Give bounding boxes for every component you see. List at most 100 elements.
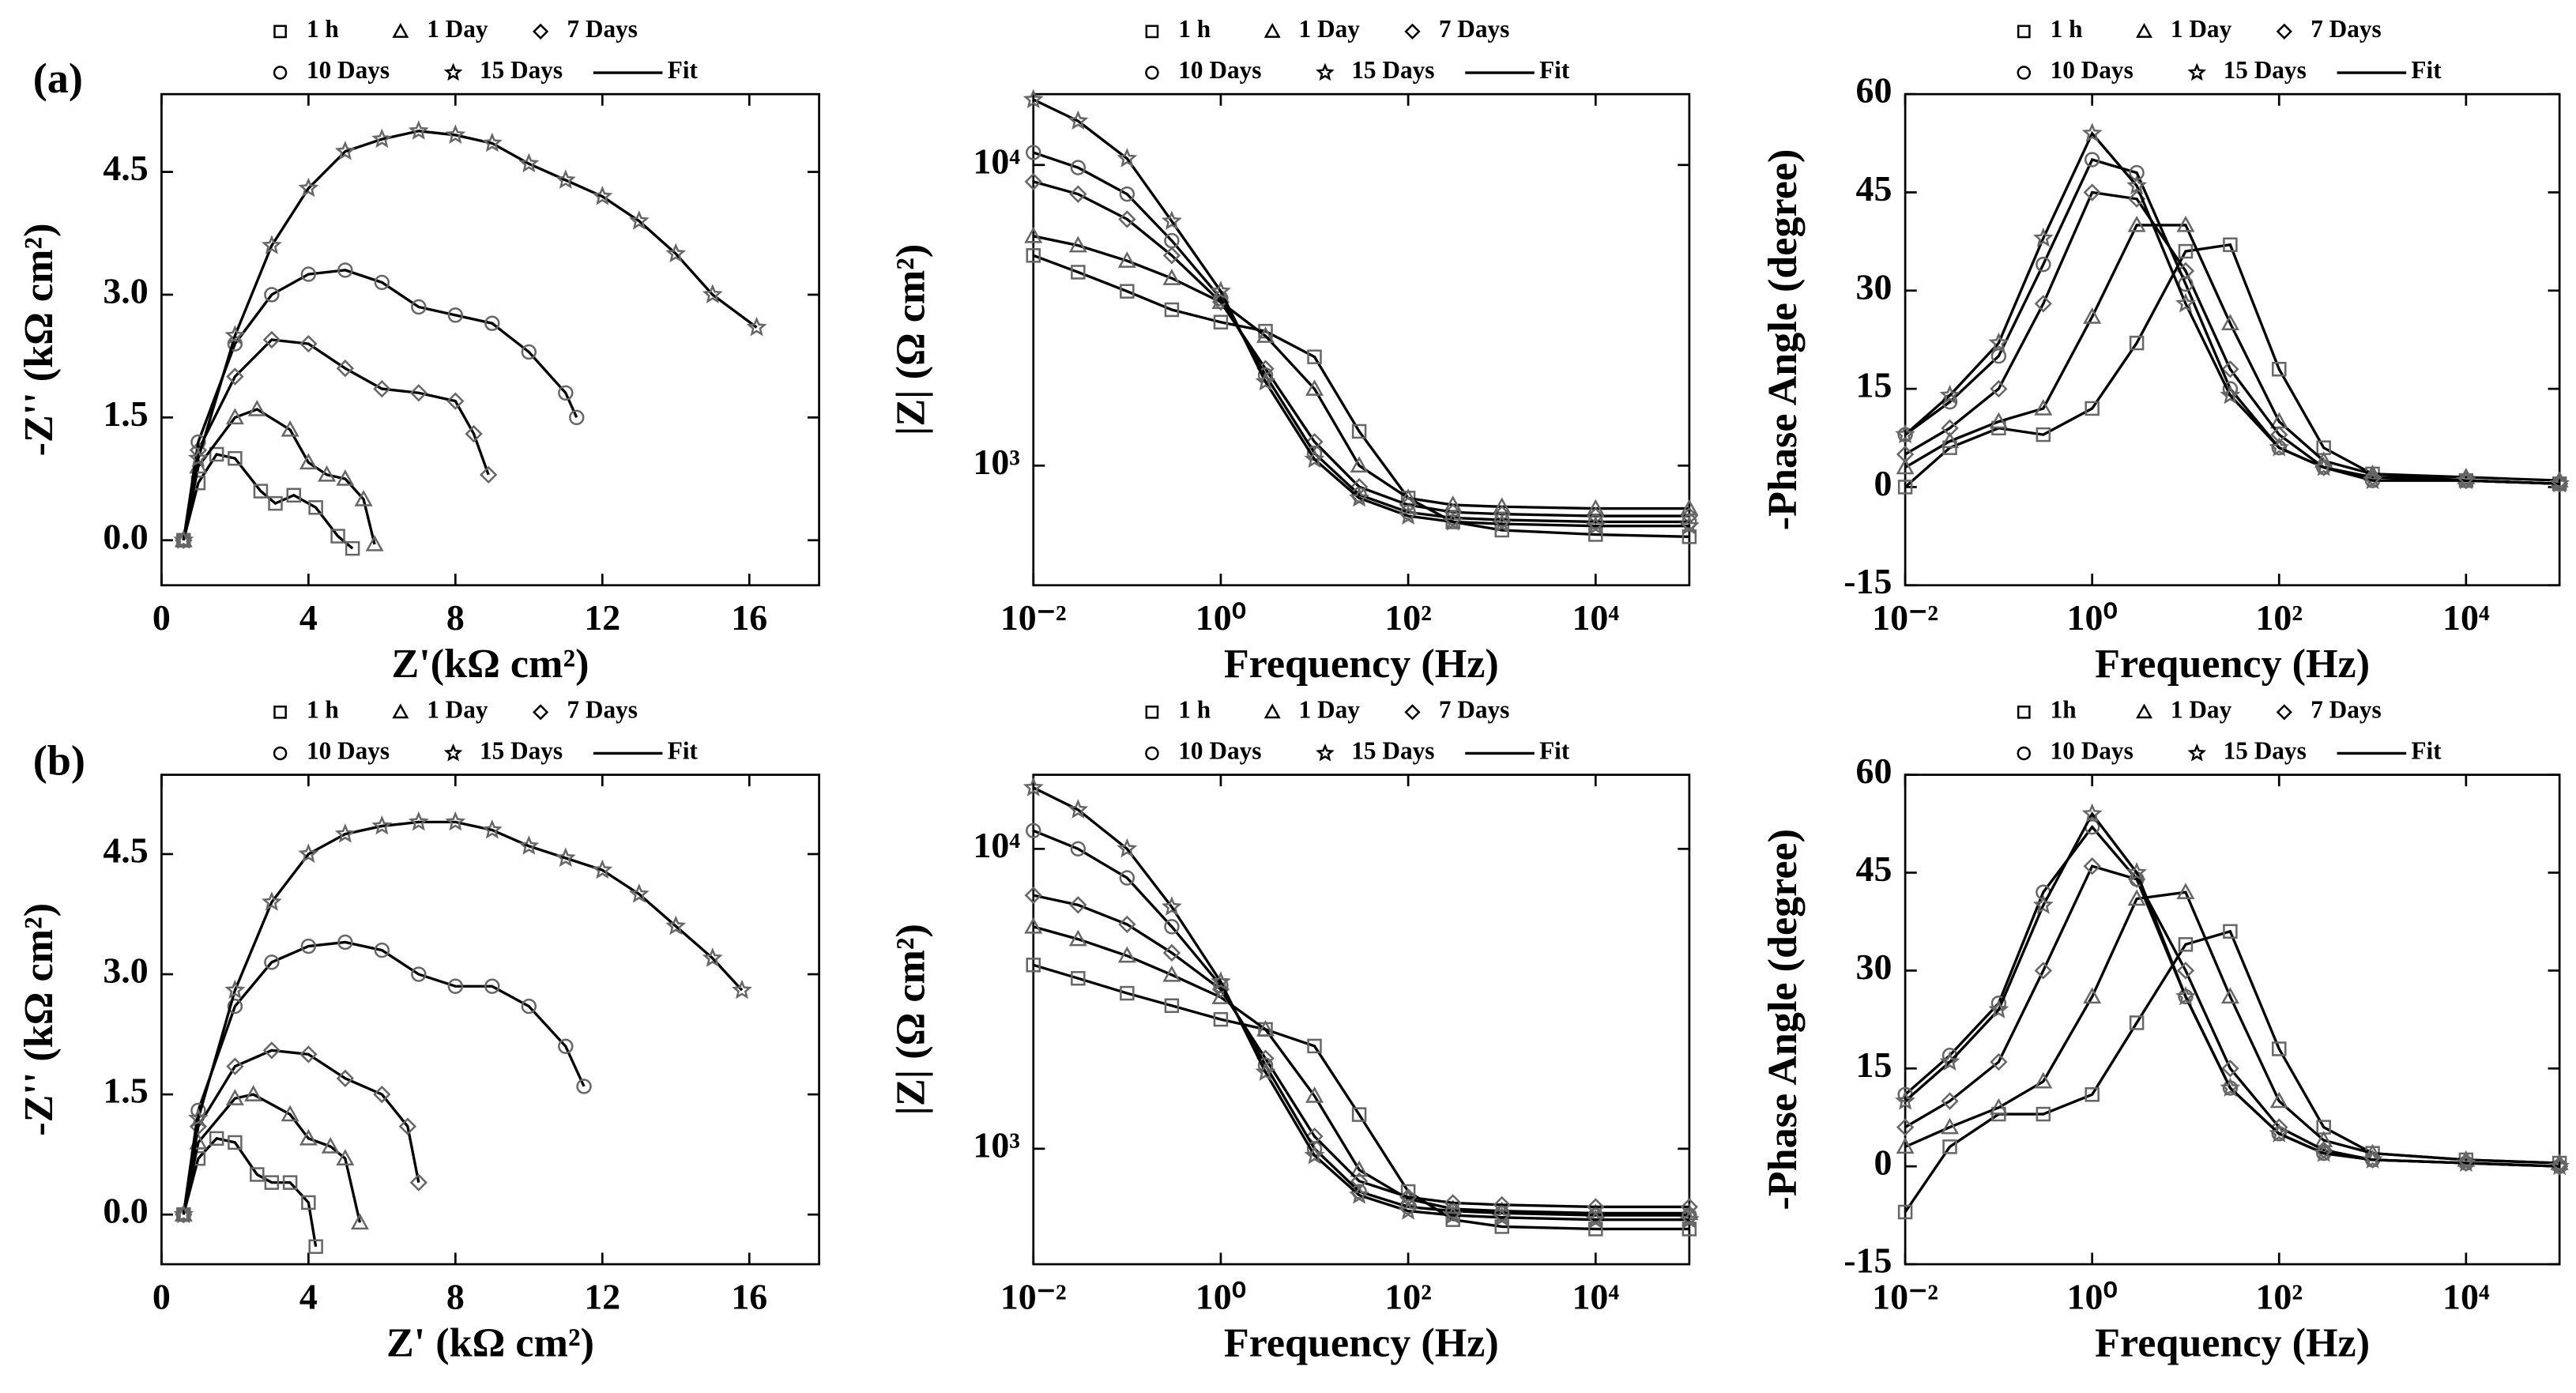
y-tick-label: 0	[1874, 463, 1892, 503]
marker	[2187, 62, 2207, 81]
legend-label: 7 Days	[567, 695, 637, 723]
legend-label: 1 Day	[427, 15, 488, 43]
marker	[1026, 248, 1041, 263]
marker	[445, 811, 466, 831]
marker	[1989, 1097, 2008, 1115]
marker	[1024, 226, 1043, 243]
marker	[1211, 280, 1231, 300]
marker	[558, 1038, 574, 1054]
marker	[447, 307, 464, 323]
marker	[224, 979, 246, 1000]
marker	[746, 316, 767, 337]
marker	[1069, 185, 1087, 203]
marker	[1071, 265, 1086, 280]
marker	[2220, 987, 2239, 1004]
x-tick-label: 8	[446, 1276, 465, 1316]
y-tick-label: 1.5	[103, 393, 148, 434]
legend-label: 1 Day	[427, 695, 488, 723]
y-tick-label: -15	[1843, 1241, 1892, 1281]
marker	[1119, 186, 1135, 202]
marker	[1117, 838, 1138, 858]
legend-label: 1 h	[2051, 15, 2083, 43]
marker	[282, 1175, 298, 1190]
marker	[1255, 371, 1276, 391]
marker	[1120, 985, 1135, 1001]
marker	[337, 934, 353, 951]
marker	[592, 859, 613, 879]
marker	[261, 891, 282, 911]
marker	[1680, 506, 1699, 525]
marker	[2083, 307, 2102, 324]
marker	[1022, 88, 1044, 109]
y-tick-label: 0.0	[103, 1191, 148, 1231]
marker	[1162, 896, 1182, 916]
marker	[2313, 456, 2334, 476]
marker	[2127, 889, 2146, 906]
marker	[264, 287, 280, 303]
y-tick-label: 0	[1874, 1143, 1892, 1183]
marker	[2017, 746, 2032, 761]
marker	[336, 1069, 355, 1087]
marker	[1118, 915, 1136, 934]
x-tick-label: 10⁻²	[1872, 1276, 1938, 1316]
marker	[2549, 472, 2570, 493]
marker	[1398, 505, 1419, 525]
y-tick-label: 15	[1856, 1045, 1892, 1085]
marker	[336, 469, 355, 486]
marker	[1444, 1203, 1461, 1219]
fit-line	[1033, 235, 1689, 510]
marker	[1444, 503, 1462, 521]
plot-frame	[1032, 92, 1691, 587]
marker	[1939, 1051, 1960, 1071]
marker	[1256, 326, 1275, 343]
legend-label: 1h	[2051, 695, 2077, 723]
marker	[1941, 419, 1959, 437]
marker	[555, 847, 576, 868]
marker	[1939, 384, 1960, 405]
y-tick-label: 30	[1856, 947, 1892, 987]
marker	[1351, 424, 1367, 439]
marker	[1585, 515, 1606, 535]
legend-label: 10 Days	[307, 56, 390, 84]
marker	[225, 1089, 244, 1105]
marker	[1585, 1209, 1606, 1229]
marker	[2221, 1060, 2239, 1078]
marker	[628, 883, 650, 903]
legend-label: 1 Day	[2171, 15, 2232, 43]
marker	[261, 235, 282, 254]
x-tick-label: 16	[731, 597, 767, 638]
marker	[2017, 66, 2032, 80]
marker	[281, 420, 299, 437]
marker	[1678, 515, 1700, 535]
marker	[1264, 703, 1281, 719]
fit-line	[182, 1049, 420, 1215]
marker	[1255, 1061, 1276, 1081]
marker	[2175, 985, 2196, 1006]
marker	[187, 447, 209, 468]
y-axis-label: -Phase Angle (degree)	[1761, 829, 1806, 1210]
marker	[2220, 314, 2239, 330]
y-tick-label: 10⁴	[973, 825, 1020, 865]
fit-line	[182, 820, 744, 1215]
y-tick-label: 45	[1856, 168, 1892, 209]
legend-label: 10 Days	[1178, 56, 1261, 84]
marker	[569, 409, 585, 426]
marker	[398, 1117, 417, 1135]
marker	[518, 152, 540, 173]
marker	[273, 24, 287, 39]
legend-label: 1 Day	[2171, 695, 2232, 723]
marker	[2549, 1155, 2570, 1176]
marker	[299, 1128, 318, 1146]
marker	[226, 1057, 244, 1075]
marker	[1316, 744, 1335, 762]
marker	[521, 344, 537, 360]
x-tick-label: 10⁰	[2067, 597, 2118, 638]
marker	[1145, 24, 1159, 39]
marker	[1895, 424, 1916, 444]
fit-line	[1904, 811, 2560, 1168]
marker	[1026, 823, 1041, 838]
marker	[330, 529, 345, 544]
marker	[628, 210, 650, 230]
marker	[1491, 1207, 1512, 1226]
marker	[2017, 705, 2031, 719]
